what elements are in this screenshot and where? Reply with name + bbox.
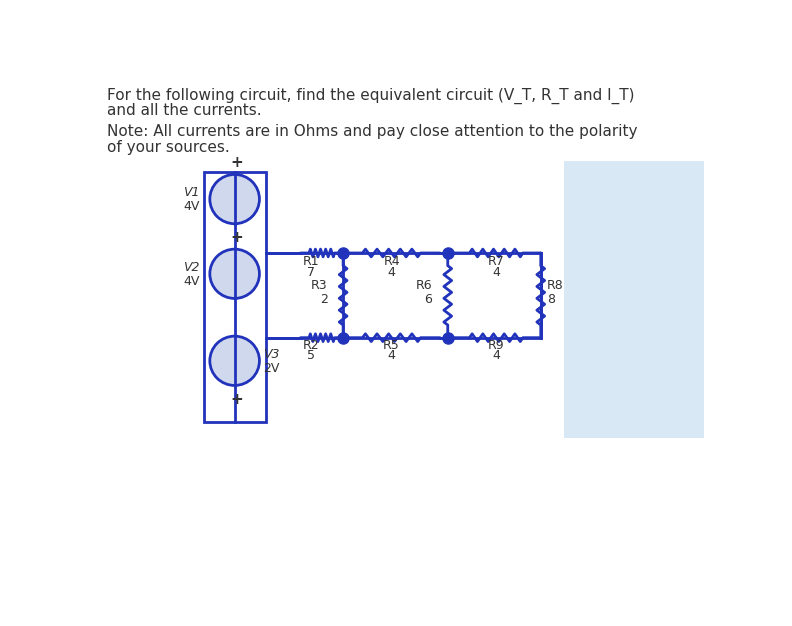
Text: 4V: 4V	[184, 200, 200, 213]
Text: 6: 6	[425, 293, 432, 306]
Text: 4: 4	[387, 266, 395, 279]
FancyBboxPatch shape	[564, 161, 703, 438]
Text: +: +	[230, 155, 243, 170]
Text: R5: R5	[383, 339, 400, 352]
Text: Note: All currents are in Ohms and pay close attention to the polarity: Note: All currents are in Ohms and pay c…	[107, 125, 638, 140]
Circle shape	[210, 175, 260, 223]
Text: 4: 4	[493, 349, 500, 362]
Text: 8: 8	[547, 293, 555, 306]
Text: 5: 5	[307, 349, 314, 362]
Text: R1: R1	[303, 255, 319, 267]
Text: +: +	[230, 230, 243, 245]
Text: R4: R4	[383, 255, 400, 267]
Text: 4V: 4V	[184, 275, 200, 288]
Text: 2: 2	[320, 293, 328, 306]
Text: R6: R6	[416, 279, 432, 292]
Text: and all the currents.: and all the currents.	[107, 103, 261, 118]
Text: 4: 4	[387, 349, 395, 362]
Text: 7: 7	[307, 266, 314, 279]
Text: V1: V1	[183, 187, 200, 200]
Text: R3: R3	[311, 279, 328, 292]
Text: 2V: 2V	[263, 362, 280, 375]
Text: R9: R9	[488, 339, 505, 352]
Text: +: +	[230, 392, 243, 407]
Text: R2: R2	[303, 339, 319, 352]
Text: V2: V2	[183, 261, 200, 274]
Text: V3: V3	[263, 348, 280, 361]
Text: R7: R7	[488, 255, 505, 267]
Text: For the following circuit, find the equivalent circuit (V_T, R_T and I_T): For the following circuit, find the equi…	[107, 88, 634, 104]
Text: of your sources.: of your sources.	[107, 140, 230, 155]
Text: R8: R8	[547, 279, 564, 292]
Circle shape	[210, 249, 260, 299]
Circle shape	[210, 336, 260, 386]
Text: 4: 4	[493, 266, 500, 279]
